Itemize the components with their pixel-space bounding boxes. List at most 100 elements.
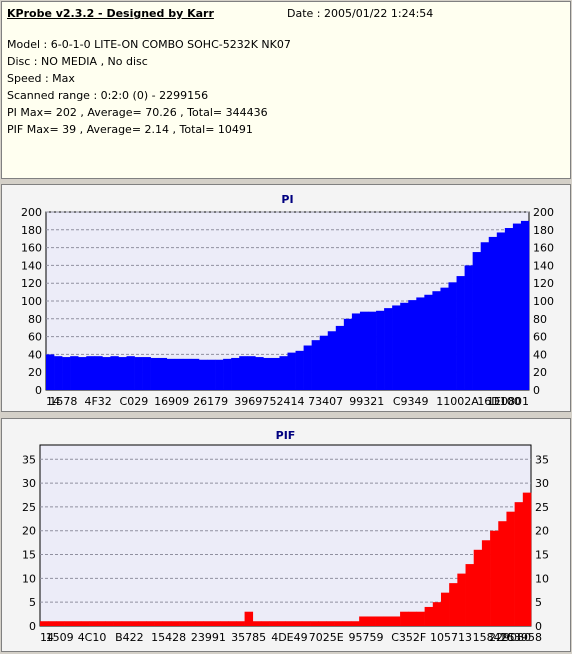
disc-line: Disc : NO MEDIA , No disc xyxy=(7,55,148,68)
data-bar xyxy=(310,621,319,626)
data-bar xyxy=(408,611,417,626)
data-bar xyxy=(113,621,123,626)
data-bar xyxy=(319,335,329,390)
data-bar xyxy=(351,313,361,390)
y-tick-label-right: 180 xyxy=(533,224,554,237)
data-bar xyxy=(154,621,164,626)
data-bar xyxy=(464,265,473,390)
data-bar xyxy=(150,357,159,390)
data-bar xyxy=(269,621,278,626)
data-bar xyxy=(190,358,200,390)
data-bar xyxy=(432,602,442,626)
data-bar xyxy=(301,621,311,626)
data-bar xyxy=(424,294,433,390)
data-bar xyxy=(473,549,483,626)
data-bar xyxy=(488,236,498,390)
y-tick-label-left: 160 xyxy=(21,242,42,255)
data-bar xyxy=(134,357,143,390)
x-tick-label: 16909 xyxy=(154,395,189,408)
x-tick-label: 35785 xyxy=(231,631,266,644)
data-bar xyxy=(416,611,425,626)
data-bar xyxy=(130,621,139,626)
data-bar xyxy=(456,276,465,390)
data-bar xyxy=(400,302,409,390)
data-bar xyxy=(97,621,106,626)
info-panel: KProbe v2.3.2 - Designed by Karr Date : … xyxy=(1,1,571,179)
data-bar xyxy=(78,357,87,390)
data-bar xyxy=(359,616,368,626)
chart-title: PI xyxy=(281,193,293,206)
data-bar xyxy=(70,356,79,390)
y-tick-label-right: 100 xyxy=(533,295,554,308)
y-tick-label-right: 120 xyxy=(533,277,554,290)
data-bar xyxy=(158,357,168,390)
pif-chart-panel: PIF 0 0 5 5 10 10 15 15 20 20 25 25 30 30 35 35 14 1509 4C1… xyxy=(1,418,571,652)
data-bar xyxy=(327,331,337,390)
data-bar xyxy=(496,232,506,390)
x-tick-label: 4F32 xyxy=(84,395,111,408)
pi-chart-panel: PI 0 0 20 20 40 40 60 60 80 80 100 100 120 120 140 140 16… xyxy=(1,184,571,412)
data-bar xyxy=(220,621,229,626)
y-tick-label-right: 160 xyxy=(533,242,554,255)
y-tick-label-left: 35 xyxy=(22,453,36,466)
data-bar xyxy=(384,308,393,390)
y-tick-label-left: 120 xyxy=(21,277,42,290)
x-tick-label: 52414 xyxy=(270,395,305,408)
data-bar xyxy=(408,300,417,390)
pi-summary-line: PI Max= 202 , Average= 70.26 , Total= 34… xyxy=(7,106,268,119)
x-tick-label: C029 xyxy=(120,395,149,408)
x-tick-label: 14 xyxy=(46,395,60,408)
x-tick-label: 95759 xyxy=(349,631,384,644)
model-line: Model : 6-0-1-0 LITE-ON COMBO SOHC-5232K… xyxy=(7,38,291,51)
x-tick-label: 105713 xyxy=(430,631,472,644)
data-bar xyxy=(228,621,237,626)
data-bar xyxy=(400,611,409,626)
x-tick-label: 4DE49 xyxy=(271,631,307,644)
y-tick-label-left: 200 xyxy=(21,206,42,219)
x-tick-label: 1E0801 xyxy=(487,395,529,408)
data-bar xyxy=(260,621,270,626)
y-tick-label-left: 15 xyxy=(22,549,36,562)
data-bar xyxy=(179,621,188,626)
data-bar xyxy=(231,357,240,390)
data-bar xyxy=(263,357,272,390)
data-bar xyxy=(293,621,303,626)
data-bar xyxy=(334,621,344,626)
data-bar xyxy=(247,356,256,390)
x-tick-label: 99321 xyxy=(349,395,384,408)
x-tick-label: 1C3958 xyxy=(499,631,542,644)
data-bar xyxy=(94,356,103,390)
y-tick-label-left: 10 xyxy=(22,572,36,585)
data-bar xyxy=(182,358,192,390)
data-bar xyxy=(105,621,114,626)
scan-date: Date : 2005/01/22 1:24:54 xyxy=(287,7,434,20)
data-bar xyxy=(166,358,176,390)
data-bar xyxy=(198,359,208,390)
data-bar xyxy=(481,540,491,626)
data-bar xyxy=(432,291,441,390)
data-bar xyxy=(295,350,304,390)
data-bar xyxy=(203,621,213,626)
data-bar xyxy=(520,220,530,390)
y-tick-label-left: 20 xyxy=(28,366,42,379)
data-bar xyxy=(376,310,385,390)
data-bar xyxy=(277,621,286,626)
y-tick-label-right: 25 xyxy=(535,501,549,514)
y-tick-label-right: 0 xyxy=(533,384,540,397)
data-bar xyxy=(287,352,296,390)
x-tick-label: 4C10 xyxy=(78,631,107,644)
data-bar xyxy=(162,621,172,626)
y-tick-label-left: 60 xyxy=(28,331,42,344)
y-tick-label-right: 200 xyxy=(533,206,554,219)
data-bar xyxy=(244,611,254,626)
data-bar xyxy=(350,621,360,626)
x-tick-label: 1578 xyxy=(49,395,77,408)
y-tick-label-left: 100 xyxy=(21,295,42,308)
y-tick-label-right: 5 xyxy=(535,596,542,609)
pi-chart: PI 0 0 20 20 40 40 60 60 80 80 100 100 120 120 140 140 16… xyxy=(21,193,554,408)
data-bar xyxy=(142,357,151,390)
y-tick-label-left: 140 xyxy=(21,259,42,272)
data-bar xyxy=(48,621,57,626)
data-bar xyxy=(343,318,353,390)
y-tick-label-right: 30 xyxy=(535,477,549,490)
